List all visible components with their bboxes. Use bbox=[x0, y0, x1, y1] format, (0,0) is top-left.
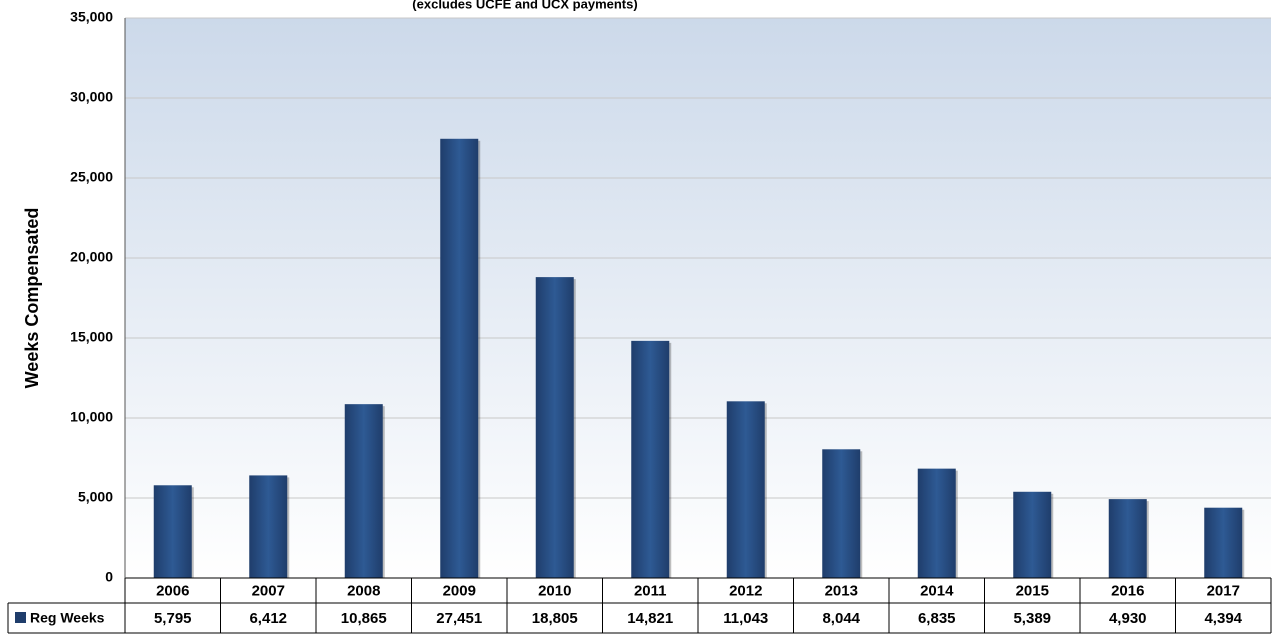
y-tick-label: 20,000 bbox=[70, 249, 113, 265]
data-table-value: 4,394 bbox=[1204, 610, 1242, 627]
y-tick-label: 35,000 bbox=[70, 9, 113, 25]
data-table-value: 5,389 bbox=[1013, 610, 1051, 627]
x-tick-label: 2011 bbox=[634, 582, 667, 599]
data-table-value: 11,043 bbox=[723, 610, 768, 627]
gridlines bbox=[125, 17, 1271, 499]
bars bbox=[153, 138, 1245, 578]
bar bbox=[1108, 499, 1147, 578]
x-tick-label: 2007 bbox=[252, 582, 285, 599]
x-tick-label: 2008 bbox=[347, 582, 380, 599]
data-table-value: 6,835 bbox=[918, 610, 956, 627]
bar bbox=[822, 449, 861, 578]
data-table-value: 4,930 bbox=[1109, 610, 1147, 627]
data-table-value: 18,805 bbox=[532, 610, 578, 627]
bar bbox=[153, 485, 192, 578]
bar bbox=[631, 340, 670, 578]
bar bbox=[726, 401, 765, 578]
y-tick-label: 10,000 bbox=[70, 409, 113, 425]
y-tick-label: 30,000 bbox=[70, 89, 113, 105]
legend-label: Reg Weeks bbox=[30, 610, 105, 626]
y-axis-label: Weeks Compensated bbox=[22, 208, 42, 389]
x-tick-label: 2015 bbox=[1016, 582, 1049, 599]
bar bbox=[535, 277, 574, 578]
x-tick-label: 2012 bbox=[729, 582, 762, 599]
y-tick-label: 5,000 bbox=[78, 489, 113, 505]
plot-area bbox=[125, 18, 1271, 578]
x-tick-label: 2017 bbox=[1207, 582, 1240, 599]
bar bbox=[440, 138, 479, 578]
bar bbox=[1204, 507, 1243, 578]
x-tick-label: 2014 bbox=[920, 582, 954, 599]
x-tick-label: 2006 bbox=[156, 582, 189, 599]
y-tick-label: 25,000 bbox=[70, 169, 113, 185]
x-tick-label: 2009 bbox=[443, 582, 476, 599]
x-tick-label: 2016 bbox=[1111, 582, 1144, 599]
x-tick-label: 2010 bbox=[538, 582, 571, 599]
legend-swatch bbox=[15, 612, 26, 623]
x-tick-label: 2013 bbox=[825, 582, 858, 599]
y-tick-label: 15,000 bbox=[70, 329, 113, 345]
data-table-value: 10,865 bbox=[341, 610, 387, 627]
data-table-value: 27,451 bbox=[436, 610, 482, 627]
data-table-value: 6,412 bbox=[249, 610, 287, 627]
bar bbox=[344, 404, 383, 578]
data-table-value: 5,795 bbox=[154, 610, 192, 627]
chart-subtitle: (excludes UCFE and UCX payments) bbox=[412, 0, 637, 11]
bar bbox=[1013, 491, 1052, 578]
data-table-value: 8,044 bbox=[822, 610, 860, 627]
y-tick-label: 0 bbox=[105, 569, 113, 585]
bar bbox=[249, 475, 288, 578]
data-table: 2006 5,795 2007 6,412 2008 10,865 2009 27,451 20… bbox=[7, 577, 1272, 634]
bar bbox=[917, 468, 956, 578]
y-axis-ticks: 0 5,000 10,000 15,000 20,000 25,000 30,000 35,0… bbox=[70, 9, 113, 585]
data-table-value: 14,821 bbox=[627, 610, 673, 627]
